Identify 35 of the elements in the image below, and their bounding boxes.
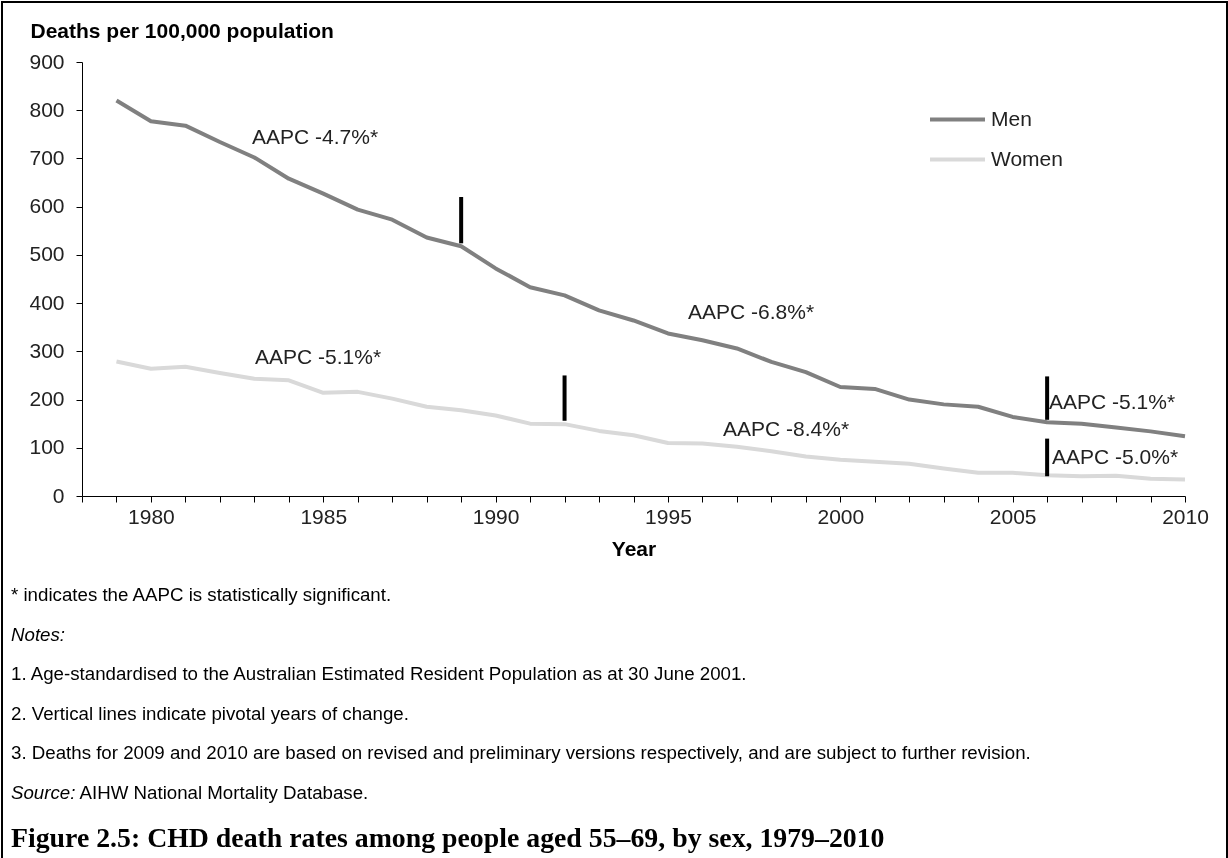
annotation: AAPC -6.8%* [688, 300, 815, 323]
x-tick-label: 2005 [989, 504, 1037, 528]
y-axis-title: Deaths per 100,000 population [30, 18, 334, 42]
x-tick-label: 1995 [645, 504, 692, 528]
y-tick-label: 0 [52, 483, 65, 507]
y-tick-label: 600 [29, 194, 65, 218]
text: * indicates the AAPC is statistically significant. [11, 583, 393, 607]
x-tick-label: 1985 [300, 504, 348, 528]
text: 1. Age-standardised to the Australian Estimated Resident Population as at 30 June 2001. [11, 662, 748, 687]
y-tick-label: 500 [29, 242, 65, 266]
annotation: AAPC -4.7%* [252, 125, 379, 148]
text: 2. Vertical lines indicate pivotal years of change. [11, 701, 410, 726]
text: 3. Deaths for 2009 and 2010 are based on revised and preliminary versions respectively, and are subject to further revision. [11, 741, 1031, 766]
y-tick-label: 100 [29, 435, 65, 459]
x-tick-label: 1980 [128, 504, 175, 528]
annotation: AAPC -5.1%* [255, 345, 382, 368]
x-tick-label: 2000 [817, 504, 865, 528]
text: Notes: [11, 623, 66, 645]
text: Figure 2.5: CHD death rates among people aged 55–69, by sex, 1979–2010 [11, 821, 885, 855]
source-note: Source: AIHW National Mortality Database. [11, 780, 370, 805]
annotation: AAPC -5.0%* [1052, 445, 1179, 468]
line-series [114, 98, 1187, 439]
annotation: AAPC -5.1%* [1049, 390, 1176, 413]
y-tick-label: 900 [29, 49, 65, 73]
annotation: AAPC -8.4%* [723, 417, 850, 440]
x-tick-label: 1990 [472, 504, 520, 528]
legend-label: Men [991, 106, 1032, 130]
x-tick-label: 2010 [1162, 504, 1209, 528]
legend-label: Women [991, 146, 1063, 170]
y-tick-label: 300 [29, 338, 65, 362]
y-tick-label: 400 [29, 290, 65, 314]
x-axis-title: Year [611, 536, 657, 560]
y-tick-label: 200 [29, 387, 65, 411]
y-tick-label: 700 [29, 145, 65, 169]
y-tick-label: 800 [29, 97, 65, 121]
